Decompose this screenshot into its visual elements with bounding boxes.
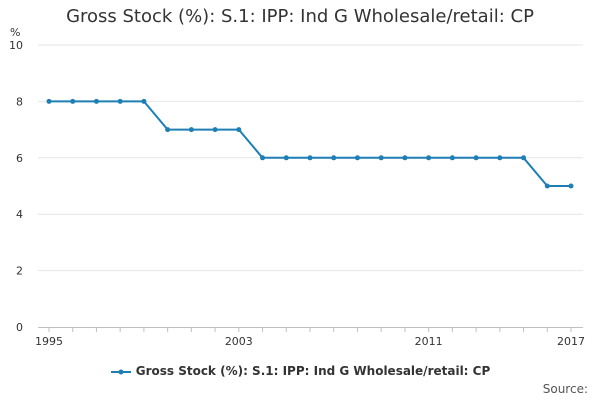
data-point [402,155,408,161]
data-point [70,98,76,104]
data-point [236,127,242,133]
x-tick-label: 2011 [415,335,443,348]
legend[interactable]: Gross Stock (%): S.1: IPP: Ind G Wholesa… [0,364,600,378]
y-tick-label: 8 [16,95,23,108]
y-tick-label: 0 [16,321,23,334]
legend-label: Gross Stock (%): S.1: IPP: Ind G Wholesa… [135,364,491,378]
y-tick-label: 6 [16,152,23,165]
data-point [188,127,194,133]
data-point [331,155,337,161]
source-label: Source: [542,382,588,396]
data-point [212,127,218,133]
data-point [93,98,99,104]
data-point [544,183,550,189]
data-point [521,155,527,161]
y-tick-label: 4 [16,208,23,221]
x-tick-label: 1995 [35,335,63,348]
x-tick-label: 2003 [225,335,253,348]
data-point [568,183,574,189]
data-point [46,98,52,104]
y-tick-label: 2 [16,265,23,278]
y-tick-label: 10 [9,39,23,52]
data-point [117,98,123,104]
data-point [141,98,147,104]
data-point [260,155,266,161]
data-point [354,155,360,161]
legend-swatch [110,369,131,374]
series-line [49,100,571,187]
data-point [165,127,171,133]
data-point [497,155,503,161]
y-axis-label: % [10,26,20,39]
x-tick-label: 2017 [557,335,585,348]
data-point [378,155,384,161]
data-point [473,155,479,161]
data-point [449,155,455,161]
chart-title: Gross Stock (%): S.1: IPP: Ind G Wholesa… [66,6,534,27]
data-point [283,155,289,161]
data-point [307,155,313,161]
data-point [426,155,432,161]
